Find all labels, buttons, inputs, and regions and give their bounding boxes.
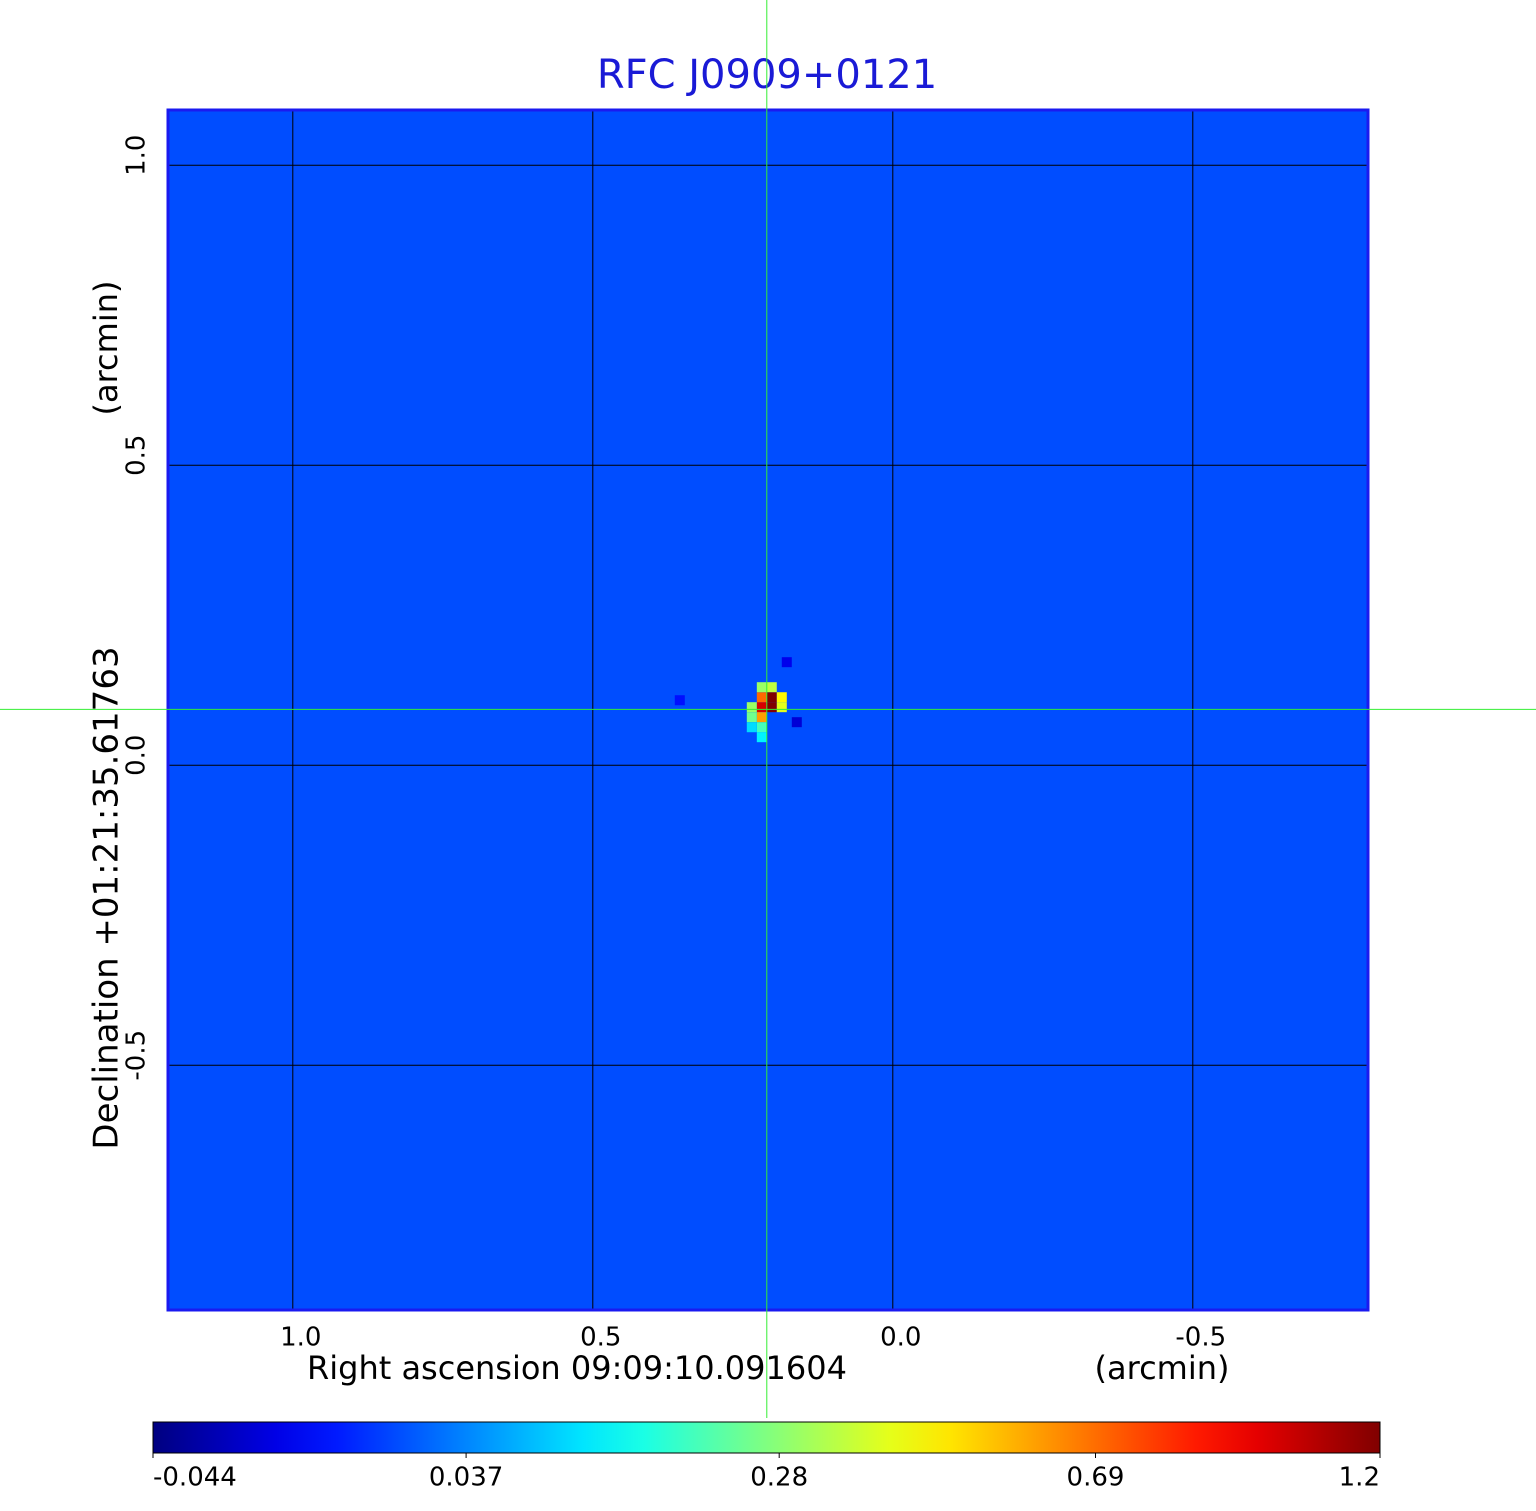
x-axis-unit: (arcmin) (1095, 1349, 1230, 1387)
pixel (756, 722, 767, 733)
x-tick-label: 0.0 (880, 1323, 921, 1353)
y-tick-label: -0.5 (122, 1030, 152, 1081)
pixel (766, 692, 777, 703)
pixel (776, 692, 787, 703)
pixel (756, 732, 767, 743)
plot-border (166, 108, 1370, 1312)
pixel (746, 702, 757, 713)
y-tick-label: 0.0 (122, 735, 152, 776)
pixel (766, 702, 777, 713)
pixel (756, 682, 767, 693)
pixel (791, 717, 802, 728)
y-tick-label: 1.0 (122, 135, 152, 176)
pixel (756, 702, 767, 713)
x-tick-label: 0.5 (580, 1323, 621, 1353)
pixel (766, 682, 777, 693)
pixel (756, 692, 767, 703)
colorbar (152, 1421, 1381, 1454)
y-axis-label: Declination +01:21:35.61763 (87, 646, 127, 1149)
x-tick-label: 1.0 (280, 1323, 321, 1353)
colorbar-tick-label: -0.044 (153, 1463, 237, 1493)
pixel (674, 695, 685, 706)
y-tick-label: 0.5 (122, 435, 152, 476)
x-tick-label: -0.5 (1175, 1323, 1226, 1353)
y-axis-unit: (arcmin) (87, 281, 125, 416)
colorbar-tick-label: 0.037 (429, 1463, 503, 1493)
pixel (781, 657, 792, 668)
colorbar-tick-label: 0.69 (1067, 1463, 1125, 1493)
pixel (746, 712, 757, 723)
pixel (746, 722, 757, 733)
x-axis-label: Right ascension 09:09:10.091604 (307, 1349, 847, 1387)
pixel (776, 702, 787, 713)
colorbar-tick-label: 0.28 (750, 1463, 808, 1493)
colorbar-tick-label: 1.2 (1339, 1463, 1380, 1493)
pixel (756, 712, 767, 723)
